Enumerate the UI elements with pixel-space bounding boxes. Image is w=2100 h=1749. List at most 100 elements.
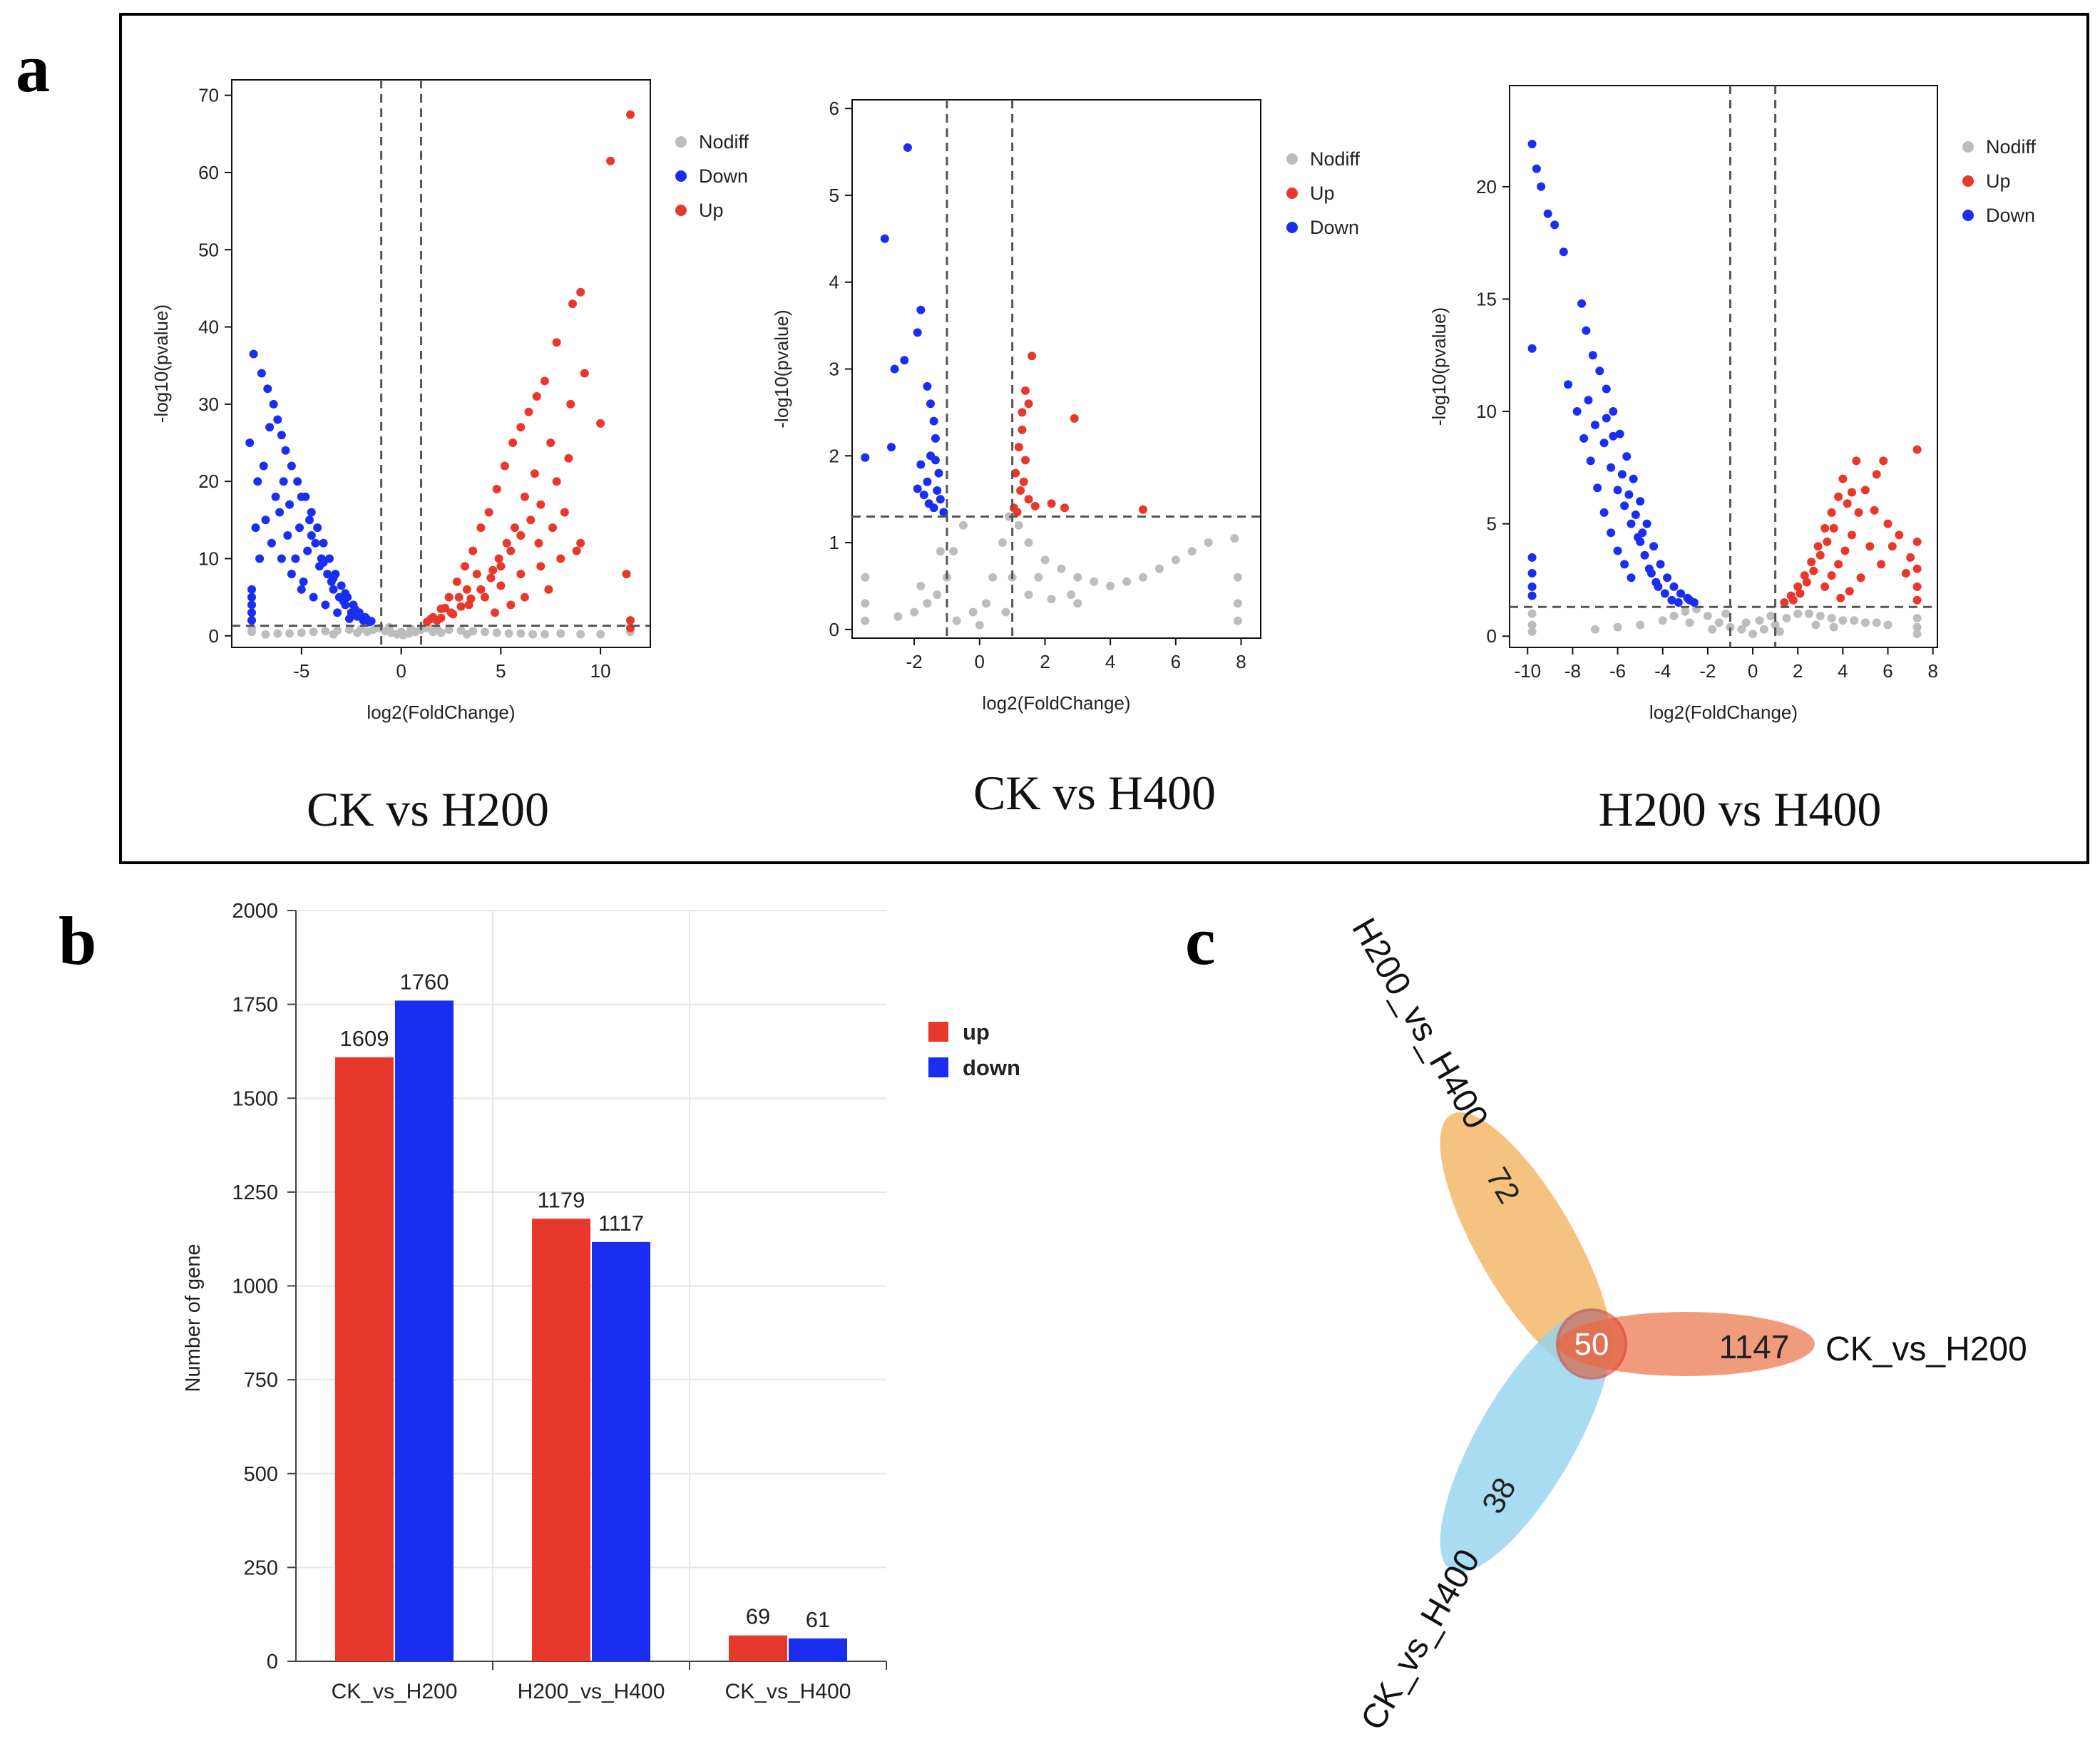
x-tick-label: 2 xyxy=(1793,660,1803,682)
point-down xyxy=(344,614,354,623)
point-nodiff xyxy=(958,520,968,530)
point-up xyxy=(1011,468,1020,478)
point-down xyxy=(319,538,328,548)
point-up xyxy=(441,603,450,612)
point-nodiff xyxy=(936,547,945,556)
x-tick-label: 5 xyxy=(496,660,506,682)
point-down xyxy=(295,523,304,533)
point-up xyxy=(1019,477,1028,486)
point-down xyxy=(333,608,342,617)
point-nodiff xyxy=(353,628,362,637)
point-up xyxy=(1827,571,1836,580)
point-nodiff xyxy=(429,627,438,637)
point-up xyxy=(1024,495,1033,504)
point-up xyxy=(481,593,489,602)
point-up xyxy=(606,156,615,165)
point-nodiff xyxy=(916,581,926,590)
point-nodiff xyxy=(1827,614,1836,622)
point-up xyxy=(449,610,458,619)
point-down xyxy=(1638,528,1647,538)
point-up xyxy=(464,600,473,610)
y-tick-label: 0 xyxy=(209,625,219,647)
point-down xyxy=(263,384,272,394)
legend-label-down: Down xyxy=(699,165,748,187)
point-nodiff xyxy=(1047,595,1056,604)
point-up xyxy=(1815,550,1825,560)
y-tick-label: 20 xyxy=(1476,176,1497,198)
point-down xyxy=(309,593,318,602)
point-nodiff xyxy=(910,607,919,617)
point-up xyxy=(548,523,557,533)
point-nodiff xyxy=(1912,614,1922,622)
point-nodiff xyxy=(968,607,978,617)
y-tick-label: 10 xyxy=(1476,401,1497,422)
x-tick-label: -10 xyxy=(1514,660,1541,682)
legend-label-up: Up xyxy=(1986,170,2011,192)
legend-marker-up xyxy=(675,205,687,216)
x-axis-label: log2(FoldChange) xyxy=(1649,702,1798,723)
point-nodiff xyxy=(988,573,998,582)
point-down xyxy=(291,554,300,563)
point-up xyxy=(576,287,585,297)
point-up xyxy=(534,538,543,548)
point-up xyxy=(596,419,605,428)
point-down xyxy=(1617,470,1627,479)
point-nodiff xyxy=(1230,534,1239,543)
point-nodiff xyxy=(1139,573,1147,582)
point-down xyxy=(329,585,338,594)
x-tick-label: CK_vs_H200 xyxy=(332,1680,458,1703)
x-tick-label: 0 xyxy=(396,660,406,682)
legend-marker-down xyxy=(675,170,687,182)
point-down xyxy=(247,616,256,625)
point-up xyxy=(1870,506,1879,515)
point-nodiff xyxy=(1815,611,1825,620)
point-down xyxy=(939,508,948,517)
point-nodiff xyxy=(861,616,870,625)
point-nodiff xyxy=(1591,625,1599,634)
point-nodiff xyxy=(321,627,330,636)
point-up xyxy=(1834,492,1843,501)
point-up xyxy=(502,538,511,548)
point-down xyxy=(1591,421,1599,429)
point-nodiff xyxy=(596,630,605,639)
point-up xyxy=(524,407,533,416)
point-down xyxy=(247,585,256,594)
point-up xyxy=(1901,569,1910,578)
point-up xyxy=(486,573,496,583)
point-down xyxy=(319,558,328,567)
point-nodiff xyxy=(933,590,942,600)
point-down xyxy=(293,477,302,486)
point-up xyxy=(564,453,573,463)
point-up xyxy=(508,438,518,447)
point-nodiff xyxy=(1073,573,1082,582)
point-up xyxy=(1780,598,1789,607)
point-down xyxy=(265,423,275,432)
point-up xyxy=(532,392,541,401)
point-down xyxy=(861,453,870,462)
point-up xyxy=(1872,470,1881,479)
point-up xyxy=(626,110,635,119)
point-up xyxy=(1912,595,1922,605)
point-down xyxy=(1667,595,1676,605)
point-nodiff xyxy=(1187,547,1197,556)
point-up xyxy=(520,593,529,602)
x-axis-label: log2(FoldChange) xyxy=(982,692,1130,714)
point-up xyxy=(1820,582,1830,591)
bar-chart-deg-counts: 0 250 500 750 1000 1250 1500 1750 2000 1609 1760 CK… xyxy=(182,900,1020,1703)
bar-value-label: 61 xyxy=(806,1607,830,1632)
point-up xyxy=(1013,508,1022,517)
point-nodiff xyxy=(949,547,958,556)
point-down xyxy=(285,500,294,509)
point-up xyxy=(1827,508,1836,517)
point-down xyxy=(307,531,316,540)
point-up xyxy=(444,593,454,602)
point-down xyxy=(913,484,922,493)
point-down xyxy=(307,508,316,517)
point-down xyxy=(261,516,270,525)
point-nodiff xyxy=(1233,599,1242,608)
point-down xyxy=(247,608,256,617)
y-tick-label: 60 xyxy=(198,162,219,183)
point-down xyxy=(245,438,255,447)
y-axis-label: Number of gene xyxy=(182,1244,205,1392)
